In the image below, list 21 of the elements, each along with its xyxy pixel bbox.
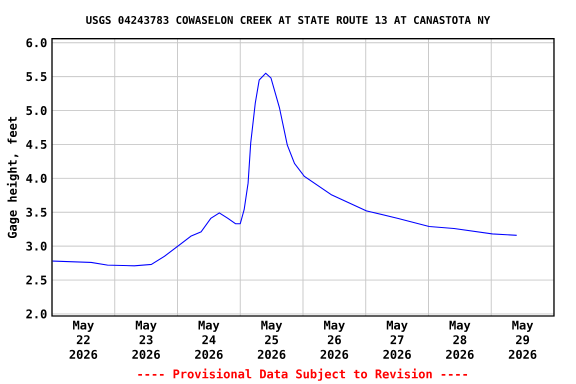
y-tick-label: 5.5 [26,72,46,82]
x-tick-label: May 26 2026 [320,320,348,359]
text: ---- Provisional Data Subject to Revision ---- [138,368,468,381]
y-tick-label: 2.0 [26,309,47,318]
y-tick-label: 5.0 [26,106,47,116]
x-tick-label: May 24 2026 [195,320,223,359]
y-tick-label: 6.0 [26,38,47,48]
chart-title: USGS 04243783 COWASELON CREEK AT STATE ROUTE 13 AT CANASTOTA NY [86,16,490,24]
x-tick-label: May 27 2026 [383,320,411,359]
x-tick-label: May 23 2026 [132,320,160,359]
y-tick-label: 3.5 [26,208,46,217]
y-tick-label: 2.5 [26,276,46,285]
line-series [52,72,518,266]
y-tick-label: 3.0 [26,242,47,251]
y-axis-title: Gage height, feet [6,116,20,238]
y-tick-label: 4.5 [26,140,46,149]
x-tick-label: May 22 2026 [70,320,98,359]
x-tick-label: May 25 2026 [258,320,286,359]
y-tick-label: 4.0 [26,174,47,183]
x-tick-label: May 28 2026 [446,320,474,359]
x-tick-label: May 29 2026 [508,320,536,359]
